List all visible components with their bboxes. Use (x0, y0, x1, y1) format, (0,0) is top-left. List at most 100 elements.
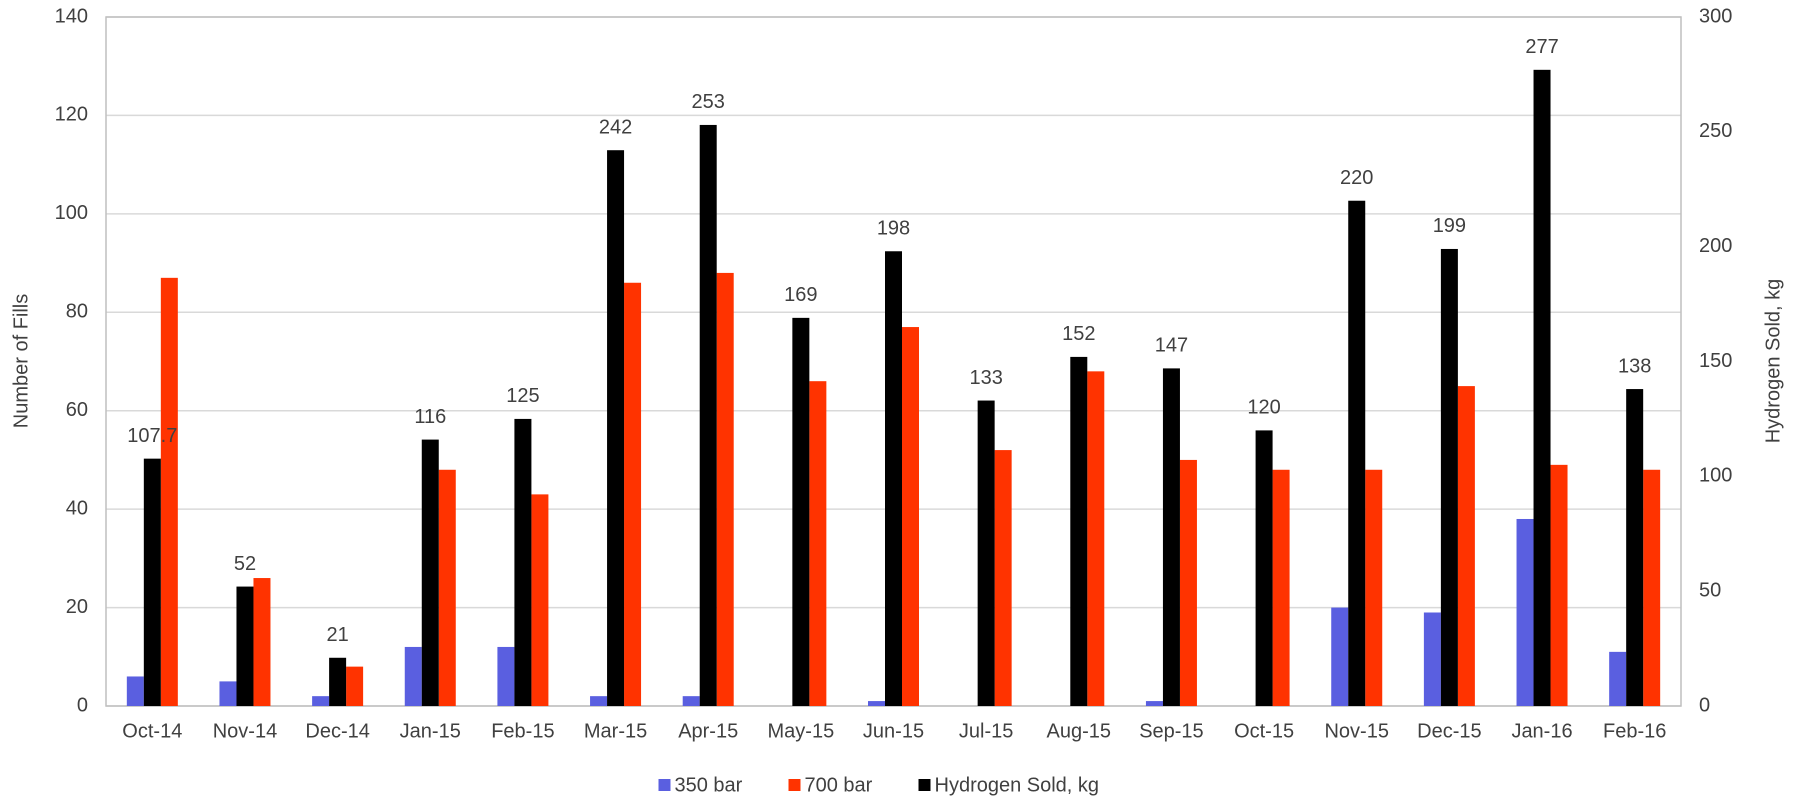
x-tick-label: Oct-15 (1234, 720, 1294, 742)
bar (497, 646, 515, 706)
y-tick-label: 0 (77, 694, 88, 716)
data-label: 199 (1433, 215, 1466, 237)
y2-tick-label: 50 (1699, 579, 1721, 601)
data-label: 52 (234, 553, 256, 575)
bar (236, 586, 254, 706)
y2-tick-label: 150 (1699, 350, 1732, 372)
y-tick-label: 100 (55, 202, 88, 224)
bar (1609, 651, 1627, 706)
data-label: 253 (692, 91, 725, 113)
bar (1331, 607, 1349, 706)
legend-label: Hydrogen Sold, kg (935, 774, 1100, 796)
bar (1087, 371, 1105, 706)
legend-swatch (788, 779, 801, 791)
y-tick-label: 40 (66, 497, 88, 519)
bar (1457, 386, 1475, 706)
bar (590, 696, 608, 706)
y2-tick-label: 200 (1699, 235, 1732, 257)
bar (902, 327, 919, 706)
bar (160, 277, 178, 706)
bar (977, 400, 995, 706)
bar (1365, 469, 1383, 706)
y2-tick-label: 300 (1699, 5, 1732, 27)
legend-label: 350 bar (675, 774, 743, 796)
bar (716, 272, 734, 706)
x-tick-label: Aug-15 (1047, 720, 1112, 742)
y2-axis-title: Hydrogen Sold, kg (1762, 279, 1784, 444)
y-tick-label: 60 (66, 399, 88, 421)
bar (1272, 469, 1290, 706)
bar (126, 676, 144, 706)
data-label: 220 (1340, 167, 1373, 189)
legend-swatch (658, 779, 671, 791)
bar (809, 381, 827, 706)
data-label: 147 (1155, 335, 1188, 357)
data-label: 125 (506, 385, 539, 407)
y2-tick-label: 0 (1699, 694, 1710, 716)
x-tick-label: Apr-15 (678, 720, 738, 742)
bar (868, 701, 885, 706)
bar (1516, 518, 1534, 706)
bar (421, 439, 439, 706)
bar (1179, 459, 1197, 706)
bar (1550, 464, 1568, 706)
bar (1348, 200, 1366, 706)
x-tick-label: Jun-15 (863, 720, 924, 742)
bar (1643, 469, 1661, 706)
x-tick-label: Feb-16 (1603, 720, 1666, 742)
bar (531, 494, 549, 706)
data-label: 152 (1062, 323, 1095, 345)
data-label: 198 (877, 218, 910, 240)
bar (1162, 368, 1180, 706)
data-label: 21 (326, 624, 348, 646)
data-label: 120 (1247, 397, 1280, 419)
bar (885, 251, 902, 706)
x-tick-label: Dec-15 (1417, 720, 1481, 742)
bar (624, 282, 642, 706)
bar (143, 458, 161, 706)
y2-tick-label: 100 (1699, 465, 1732, 487)
x-tick-label: Feb-15 (491, 720, 554, 742)
x-tick-label: Jul-15 (959, 720, 1013, 742)
x-tick-label: Jan-16 (1511, 720, 1572, 742)
y-tick-label: 140 (55, 5, 88, 27)
bar (1255, 430, 1273, 706)
data-label: 277 (1525, 36, 1558, 58)
x-tick-label: Mar-15 (584, 720, 647, 742)
y-tick-label: 80 (66, 301, 88, 323)
bar (219, 681, 237, 706)
bar (1440, 248, 1458, 707)
bar (607, 150, 625, 706)
bar (312, 696, 330, 706)
x-tick-label: May-15 (768, 720, 835, 742)
y2-tick-label: 250 (1699, 120, 1732, 142)
legend-label: 700 bar (805, 774, 873, 796)
data-label: 107.7 (127, 425, 177, 447)
bar (438, 469, 456, 706)
bar (1145, 701, 1163, 706)
x-tick-label: Nov-14 (213, 720, 277, 742)
data-label: 242 (599, 116, 632, 138)
data-label: 169 (784, 284, 817, 306)
x-tick-label: Sep-15 (1139, 720, 1204, 742)
bar (1070, 356, 1088, 706)
bar (1423, 612, 1441, 706)
bar (792, 317, 810, 706)
x-tick-label: Nov-15 (1324, 720, 1388, 742)
bar (346, 666, 364, 706)
bar (994, 450, 1012, 706)
x-tick-label: Jan-15 (400, 720, 461, 742)
y-tick-label: 20 (66, 596, 88, 618)
bar (1626, 389, 1644, 706)
legend-swatch (918, 779, 931, 791)
y-tick-label: 120 (55, 104, 88, 126)
data-label: 138 (1618, 355, 1651, 377)
data-label: 133 (969, 367, 1002, 389)
x-tick-label: Dec-14 (305, 720, 369, 742)
bar (253, 578, 271, 706)
bar (329, 657, 347, 706)
data-label: 116 (414, 406, 446, 428)
bar (1533, 69, 1551, 706)
bar (699, 124, 717, 706)
